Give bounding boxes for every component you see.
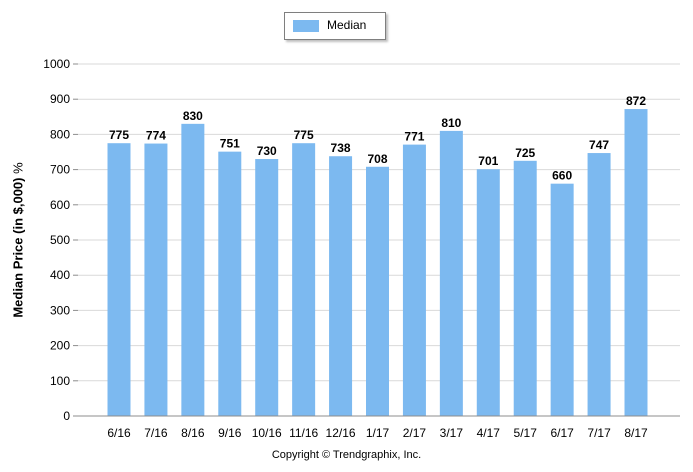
bar — [107, 143, 131, 416]
bar — [476, 169, 500, 416]
data-label: 660 — [552, 169, 572, 183]
data-label: 830 — [183, 109, 203, 123]
x-tick-label: 7/16 — [144, 426, 168, 440]
x-tick-label: 9/16 — [218, 426, 242, 440]
bar — [329, 156, 353, 416]
y-tick-label: 900 — [50, 92, 70, 106]
data-label: 738 — [331, 141, 351, 155]
y-axis-label-unit: % — [10, 162, 26, 174]
x-tick-label: 1/17 — [366, 426, 390, 440]
x-tick-label: 8/17 — [624, 426, 648, 440]
data-label: 751 — [220, 137, 240, 151]
x-axis-ticks: 6/16 7/16 8/16 9/16 10/16 11/16 12/16 1/17 2/17 3… — [107, 426, 648, 440]
x-tick-label: 10/16 — [252, 426, 282, 440]
x-tick-label: 7/17 — [587, 426, 611, 440]
copyright-text: Copyright © Trendgraphix, Inc. — [271, 449, 422, 461]
data-label: 775 — [109, 128, 129, 142]
y-tick-label: 0 — [63, 409, 70, 423]
y-tick-label: 200 — [50, 339, 70, 353]
bar — [181, 123, 205, 416]
y-tick-label: 600 — [50, 198, 70, 212]
bar — [255, 159, 279, 417]
data-label: 771 — [404, 130, 424, 144]
x-tick-label: 2/17 — [403, 426, 427, 440]
y-tick-label: 500 — [50, 233, 70, 247]
data-label: 701 — [478, 154, 498, 168]
bar — [439, 130, 463, 416]
x-tick-label: 6/17 — [550, 426, 574, 440]
y-tick-label: 400 — [50, 268, 70, 282]
y-axis-label: Median Price (in $,000) % — [11, 162, 26, 317]
bars — [107, 109, 648, 417]
data-label: 774 — [146, 129, 166, 143]
data-label: 730 — [257, 144, 277, 158]
value-labels: 775 774 830 751 730 775 738 708 771 810 701 725 660 7… — [109, 94, 646, 183]
y-tick-label: 100 — [50, 374, 70, 388]
bar — [587, 153, 611, 416]
data-label: 708 — [367, 152, 387, 166]
y-tick-label: 1000 — [43, 57, 70, 71]
bar — [402, 144, 426, 416]
data-label: 725 — [515, 146, 535, 160]
bar — [513, 160, 537, 416]
x-tick-label: 4/17 — [477, 426, 501, 440]
x-tick-label: 11/16 — [289, 426, 318, 440]
x-tick-label: 8/16 — [181, 426, 205, 440]
y-tick-label: 800 — [50, 127, 70, 141]
bar — [550, 183, 574, 416]
legend-swatch-median — [293, 20, 319, 32]
bar — [292, 143, 316, 416]
bar — [366, 166, 389, 416]
data-label: 775 — [294, 128, 314, 142]
data-label: 872 — [626, 94, 646, 108]
y-tick-label: 300 — [50, 303, 70, 317]
y-axis-ticks: 0 100 200 300 400 500 600 700 800 900 1000 — [43, 57, 78, 423]
y-axis-label-text: Median Price (in $,000) — [10, 177, 26, 318]
data-label: 747 — [589, 138, 609, 152]
x-tick-label: 12/16 — [326, 426, 356, 440]
bar — [144, 143, 168, 416]
bar — [218, 151, 242, 416]
x-tick-label: 6/16 — [107, 426, 131, 440]
x-tick-label: 5/17 — [514, 426, 538, 440]
data-label: 810 — [441, 116, 461, 130]
x-tick-label: 3/17 — [440, 426, 464, 440]
y-tick-label: 700 — [50, 163, 70, 177]
legend: Median — [284, 12, 386, 40]
bar — [624, 109, 648, 416]
legend-label-median: Median — [327, 18, 367, 32]
